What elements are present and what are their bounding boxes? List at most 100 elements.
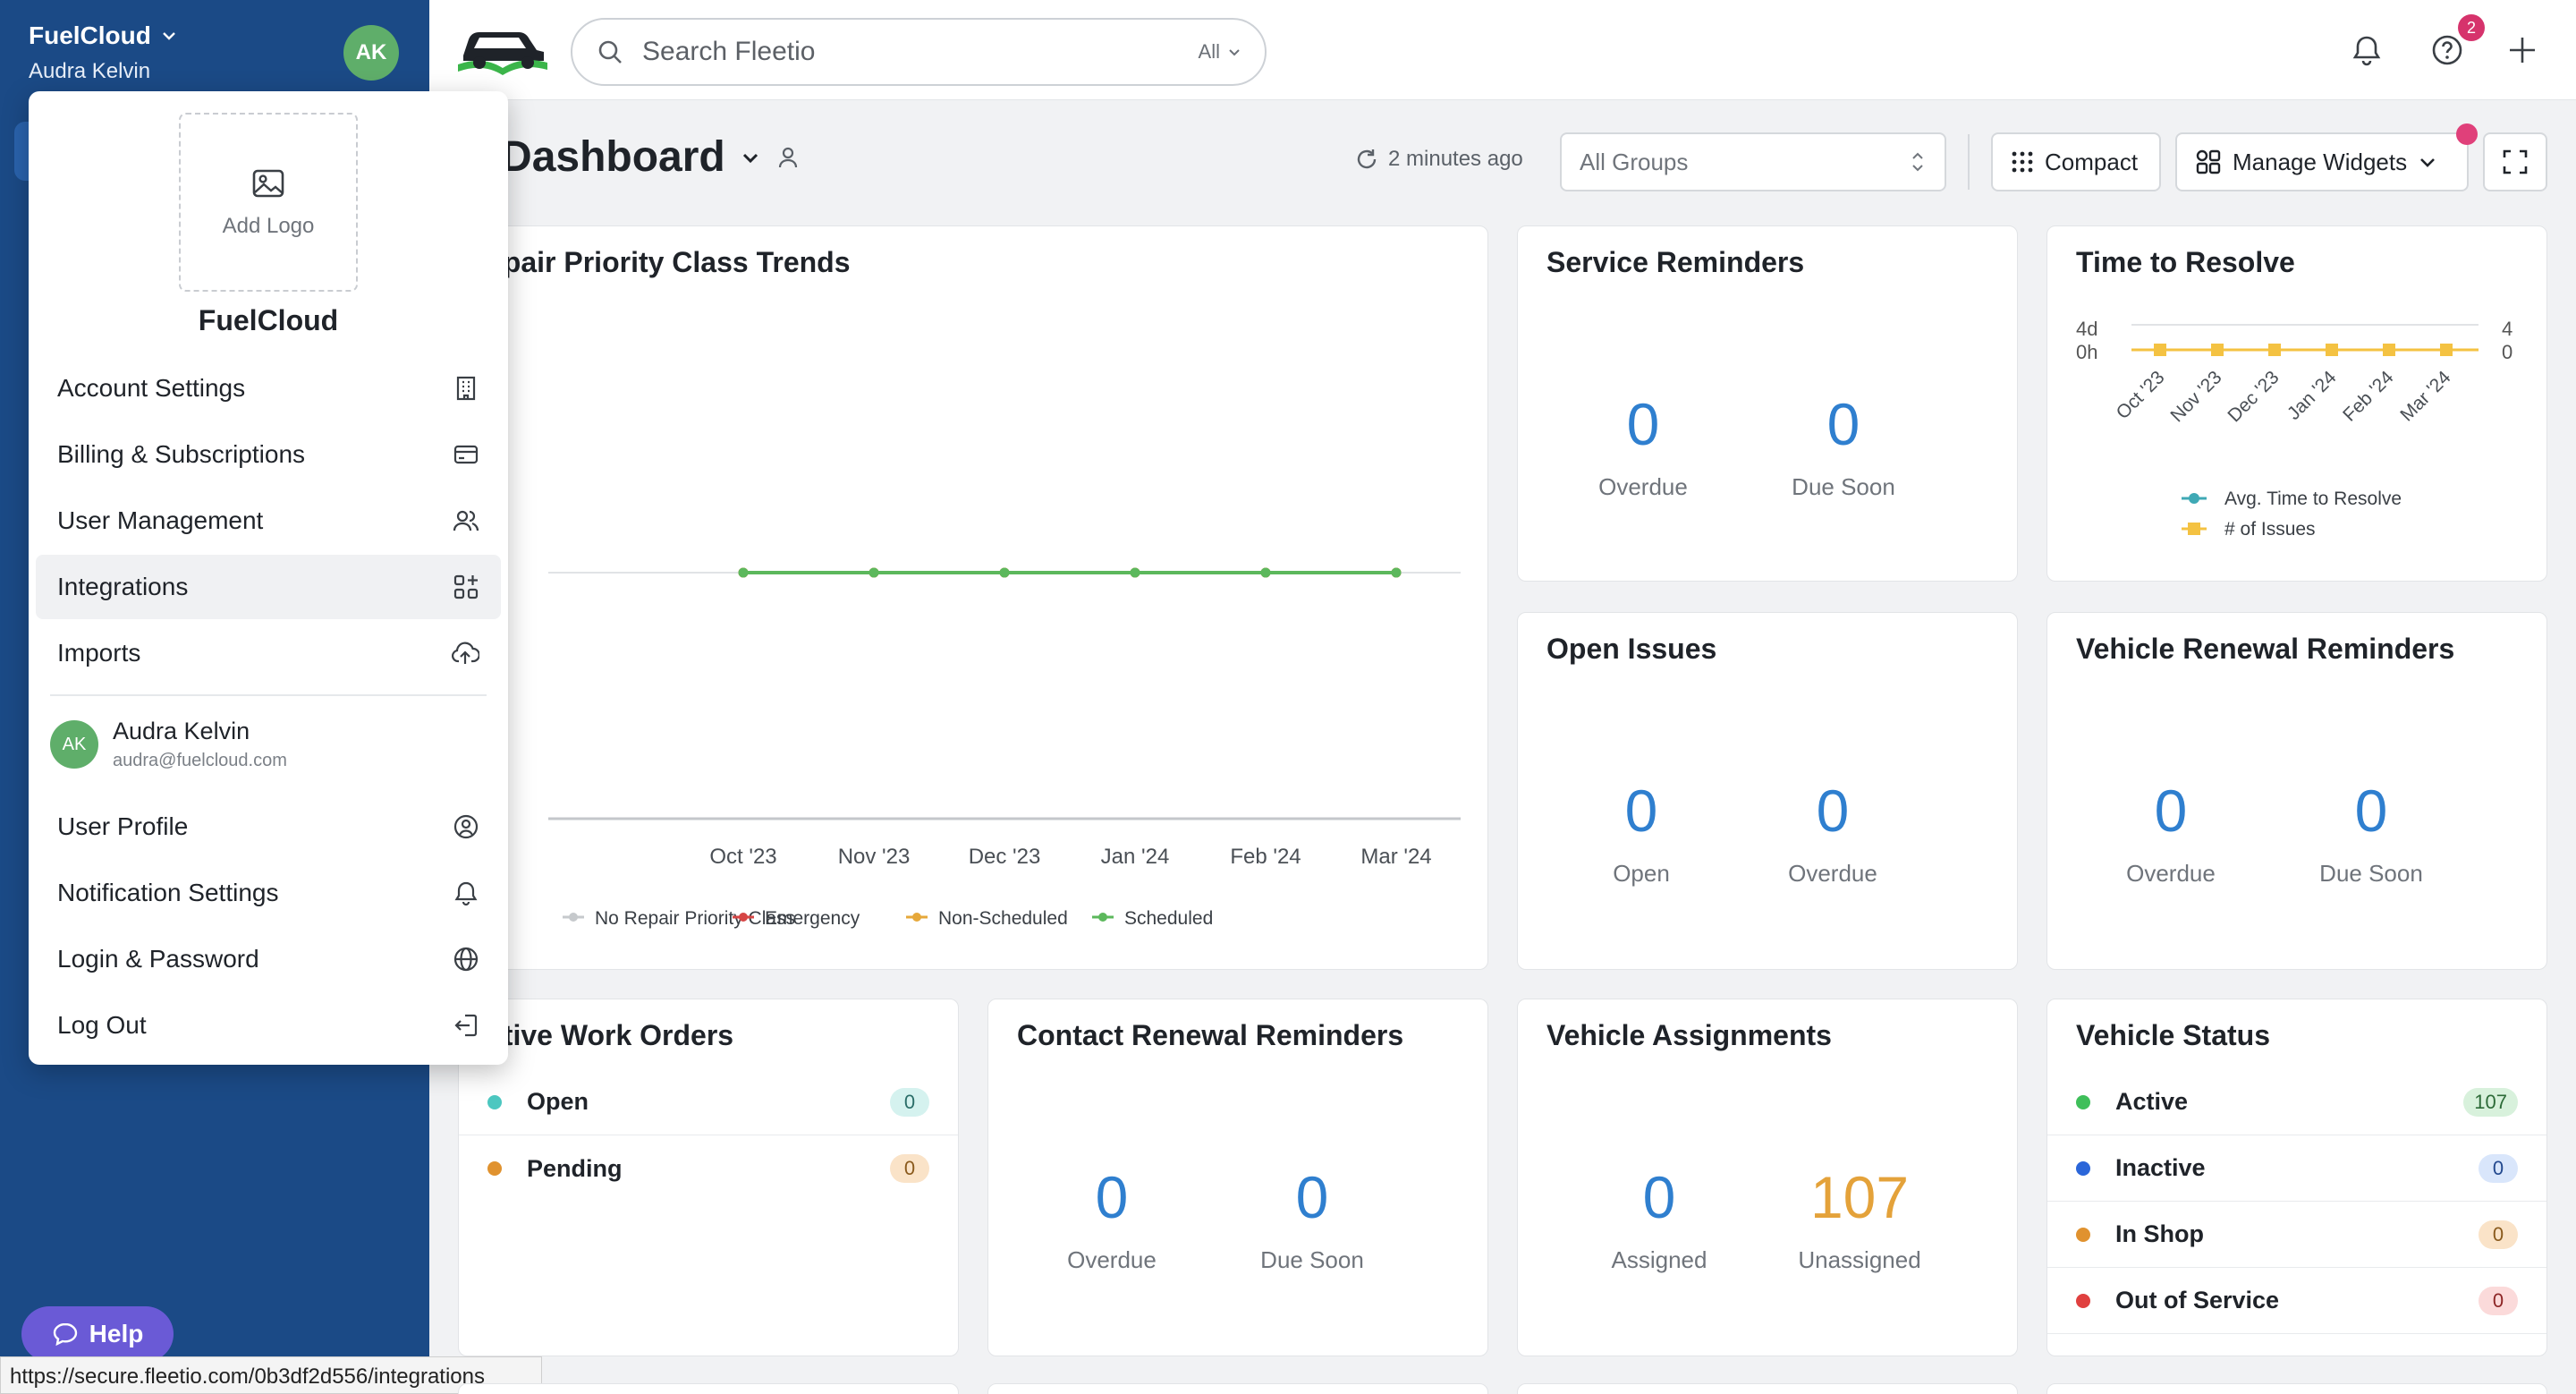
overdue-metric[interactable]: 0 Overdue [1013, 1168, 1210, 1274]
groups-placeholder: All Groups [1580, 148, 1689, 175]
metric-label: Assigned [1611, 1246, 1707, 1273]
contact-renewal-widget[interactable]: Contact Renewal Reminders 0 Overdue 0 Du… [987, 999, 1488, 1356]
list-item[interactable]: In Shop 0 [2047, 1202, 2546, 1268]
due-soon-metric[interactable]: 0 Due Soon [1745, 395, 1942, 501]
due-soon-metric[interactable]: 0 Due Soon [1214, 1168, 1411, 1274]
list-item[interactable]: Active 107 [2047, 1069, 2546, 1135]
count-badge: 0 [2479, 1220, 2518, 1249]
menu-item-notification-settings[interactable]: Notification Settings [36, 861, 501, 925]
overdue-metric[interactable]: 0 Overdue [1734, 781, 1931, 888]
menu-item-integrations[interactable]: Integrations [36, 555, 501, 619]
chevron-down-icon [160, 27, 178, 45]
bell-icon[interactable] [2349, 32, 2385, 68]
list-item[interactable]: Open 0 [459, 1069, 958, 1135]
refresh-icon [1354, 147, 1379, 172]
avatar[interactable]: AK [343, 25, 399, 81]
manage-widgets-button[interactable]: Manage Widgets [2175, 132, 2469, 191]
count-badge: 0 [2479, 1286, 2518, 1315]
vehicle-renewal-widget[interactable]: Vehicle Renewal Reminders 0 Overdue 0 Du… [2046, 612, 2547, 970]
status-dot [2076, 1160, 2090, 1176]
due-soon-metric[interactable]: 0 Due Soon [2273, 781, 2470, 888]
menu-user-card: AK Audra Kelvin audra@fuelcloud.com [50, 718, 287, 771]
vehicle-status-widget[interactable]: Vehicle Status Active 107 Inactive 0 In … [2046, 999, 2547, 1356]
list-item[interactable]: Out of Service 0 [2047, 1268, 2546, 1334]
search-scope-select[interactable]: All [1199, 40, 1241, 64]
metric-value: 0 [2154, 778, 2188, 844]
assigned-metric[interactable]: 0 Assigned [1561, 1168, 1758, 1274]
metric-label: Due Soon [2319, 860, 2423, 887]
status-dot [487, 1161, 502, 1176]
fullscreen-button[interactable] [2483, 132, 2547, 191]
menu-item-user-profile[interactable]: User Profile [36, 795, 501, 859]
widget-title: Time to Resolve [2076, 246, 2295, 278]
data-point [2326, 344, 2338, 356]
count-badge: 0 [890, 1154, 929, 1183]
refresh-status[interactable]: 2 minutes ago [1354, 147, 1523, 172]
menu-item-billing[interactable]: Billing & Subscriptions [36, 422, 501, 487]
data-point [1130, 567, 1140, 578]
x-tick-label: Nov '23 [2166, 367, 2225, 426]
list-item[interactable]: Inactive 0 [2047, 1135, 2546, 1202]
help-button[interactable]: Help [21, 1306, 174, 1362]
search-bar[interactable]: All [571, 18, 1267, 86]
groups-select[interactable]: All Groups [1560, 132, 1946, 191]
search-input[interactable] [642, 37, 1181, 67]
menu-item-user-management[interactable]: User Management [36, 489, 501, 553]
menu-item-log-out[interactable]: Log Out [36, 993, 501, 1058]
org-switcher[interactable]: FuelCloud Audra Kelvin [29, 21, 178, 84]
menu-user-email: audra@fuelcloud.com [113, 751, 287, 770]
cloud-upload-icon [451, 640, 479, 667]
ttr-series-group [2131, 344, 2479, 356]
manage-widgets-label: Manage Widgets [2233, 148, 2408, 175]
plus-icon[interactable] [2504, 32, 2540, 68]
data-point [2383, 344, 2395, 356]
dashboard-title[interactable]: y Dashboard [465, 132, 801, 182]
menu-user-name: Audra Kelvin [113, 718, 250, 744]
overdue-metric[interactable]: 0 Overdue [1545, 395, 1741, 501]
user-circle-icon [453, 813, 479, 840]
legend-label: Avg. Time to Resolve [2224, 489, 2402, 509]
fleetio-logo[interactable] [456, 20, 549, 77]
work-orders-widget[interactable]: ctive Work Orders Open 0 Pending 0 [458, 999, 959, 1356]
chevron-down-icon[interactable] [740, 147, 761, 168]
metric-label: Unassigned [1798, 1246, 1921, 1273]
account-menu: Add Logo FuelCloud Account Settings Bill… [29, 91, 508, 1065]
repair-priority-trends-widget[interactable]: epair Priority Class Trends % Oct '23Nov… [458, 225, 1488, 970]
menu-divider [50, 694, 487, 696]
metric-label: Due Soon [1792, 473, 1895, 500]
sort-arrows-icon [1909, 149, 1927, 174]
menu-item-imports[interactable]: Imports [36, 621, 501, 685]
menu-item-label: Login & Password [57, 945, 259, 973]
x-tick-label: Feb '24 [2339, 367, 2398, 426]
menu-item-login-password[interactable]: Login & Password [36, 927, 501, 991]
apps-add-icon [453, 574, 479, 600]
logout-icon [453, 1012, 479, 1039]
menu-item-account-settings[interactable]: Account Settings [36, 356, 501, 421]
data-point [2211, 344, 2224, 356]
metric-value: 0 [1826, 391, 1860, 457]
menu-item-label: Imports [57, 639, 141, 667]
widget-title: Service Reminders [1546, 246, 1805, 278]
list-item-label: Out of Service [2115, 1287, 2280, 1313]
menu-item-label: Account Settings [57, 374, 246, 402]
service-reminders-widget[interactable]: Service Reminders 0 Overdue 0 Due Soon [1517, 225, 2018, 582]
compact-button[interactable]: Compact [1991, 132, 2161, 191]
credit-card-icon [453, 441, 479, 468]
time-to-resolve-widget[interactable]: Time to Resolve 4d 0h 4 0 Oct '23 Nov '23… [2046, 225, 2547, 582]
metric-value: 107 [1809, 1164, 1910, 1230]
help-circle-icon[interactable] [2429, 32, 2465, 68]
metric-label: Overdue [2126, 860, 2216, 887]
user-icon [775, 145, 801, 170]
refresh-time: 2 minutes ago [1388, 147, 1523, 171]
widget-card-partial [987, 1383, 1488, 1394]
unassigned-metric[interactable]: 107 Unassigned [1761, 1168, 1958, 1274]
status-dot [2076, 1227, 2090, 1242]
vehicle-assignments-widget[interactable]: Vehicle Assignments 0 Assigned 107 Unass… [1517, 999, 2018, 1356]
overdue-metric[interactable]: 0 Overdue [2072, 781, 2269, 888]
open-metric[interactable]: 0 Open [1543, 781, 1740, 888]
list-item[interactable]: Pending 0 [459, 1135, 958, 1202]
add-logo-button[interactable]: Add Logo [179, 113, 358, 292]
users-icon [453, 507, 479, 534]
open-issues-widget[interactable]: Open Issues 0 Open 0 Overdue [1517, 612, 2018, 970]
